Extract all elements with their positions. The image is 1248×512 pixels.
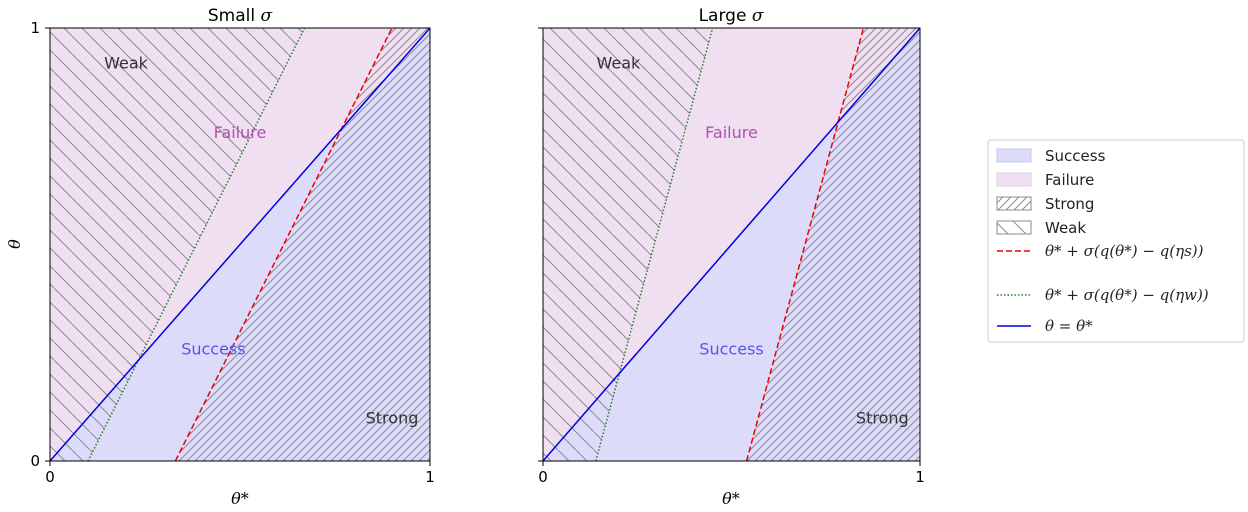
y-tick-label: 0	[30, 452, 40, 470]
x-tick-label: 0	[538, 468, 548, 486]
y-axis-label: θ	[5, 239, 24, 249]
panel-small-sigma: Weak Failure Success Strong Small σ 0 1 …	[5, 6, 435, 508]
weak-label: Weak	[104, 54, 149, 73]
x-axis-label: θ*	[231, 489, 249, 508]
x-axis-label: θ*	[722, 489, 740, 508]
success-label: Success	[699, 339, 763, 358]
legend-swatch-weak	[996, 220, 1032, 235]
legend-label-weak-boundary: θ* + σ(q(θ*) − q(ηw))	[1045, 286, 1209, 304]
x-tick-label: 1	[915, 468, 925, 486]
strong-label: Strong	[366, 409, 419, 428]
chart-title: Large σ	[699, 6, 764, 26]
weak-hatch-region	[50, 28, 305, 461]
legend-label-success: Success	[1045, 147, 1106, 165]
failure-label: Failure	[214, 123, 267, 142]
legend-swatch-strong	[996, 196, 1032, 211]
weak-label: Weak	[597, 54, 642, 73]
weak-boundary-line	[595, 28, 714, 461]
identity-line	[50, 28, 430, 461]
legend-label-weak: Weak	[1045, 219, 1086, 237]
success-label: Success	[181, 339, 245, 358]
strong-label: Strong	[856, 409, 909, 428]
weak-hatch-region	[543, 28, 713, 461]
weak-boundary-line	[87, 28, 306, 461]
legend-label-strong: Strong	[1045, 195, 1094, 213]
x-tick-label: 1	[425, 468, 435, 486]
strong-boundary-line	[745, 28, 865, 461]
identity-line	[543, 28, 920, 461]
legend-label-identity: θ = θ*	[1045, 317, 1093, 335]
legend-frame	[987, 139, 1245, 343]
panel-large-sigma: Weak Failure Success Strong Large σ 0 1 …	[538, 6, 925, 508]
failure-label: Failure	[705, 123, 758, 142]
x-tick-label: 0	[45, 468, 55, 486]
legend-swatch-success	[996, 148, 1032, 163]
strong-hatch-region	[746, 28, 920, 461]
axes-frame	[49, 27, 431, 462]
legend: Success Failure Strong Weak θ* + σ(q(θ*)…	[987, 139, 1245, 343]
legend-swatch-failure	[996, 172, 1032, 187]
strong-hatch-region	[175, 28, 430, 461]
y-tick-label: 1	[30, 19, 40, 37]
legend-label-strong-boundary: θ* + σ(q(θ*) − q(ηs))	[1045, 242, 1204, 260]
chart-title: Small σ	[208, 6, 273, 26]
axes-frame	[542, 27, 921, 462]
legend-label-failure: Failure	[1045, 171, 1094, 189]
